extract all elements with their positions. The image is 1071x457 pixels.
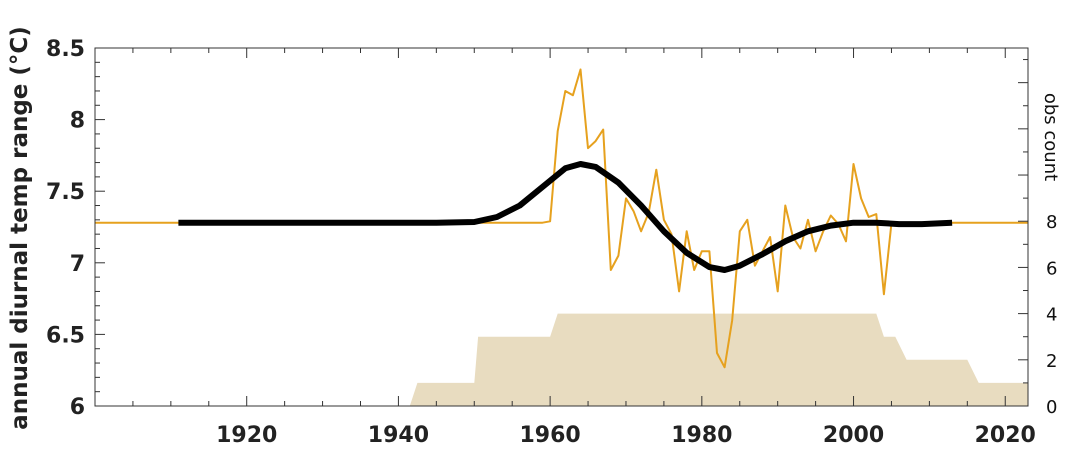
- y2-tick-label: 8: [1046, 212, 1057, 233]
- y-tick-label: 8.5: [46, 37, 85, 62]
- y2-tick-label: 4: [1046, 305, 1057, 326]
- y2-tick-label: 6: [1046, 258, 1057, 279]
- y-tick-label: 6.5: [46, 323, 85, 348]
- x-tick-label: 2020: [975, 423, 1036, 448]
- y-axis-label: annual diurnal temp range (°C): [7, 26, 33, 430]
- smoothed-series-line: [178, 161, 953, 273]
- y2-tick-label: 0: [1046, 397, 1057, 418]
- y2-tick-label: 2: [1046, 351, 1057, 372]
- y-tick-label: 7: [70, 252, 85, 277]
- x-tick-label: 1940: [368, 423, 429, 448]
- x-tick-label: 1980: [671, 423, 732, 448]
- y-tick-label: 7.5: [46, 180, 85, 205]
- x-tick-label: 1920: [216, 423, 277, 448]
- obs-count-area: [95, 313, 1028, 406]
- x-tick-label: 1960: [520, 423, 581, 448]
- y-tick-label: 6: [70, 395, 85, 420]
- axes-layer: [94, 47, 1029, 407]
- y2-axis-label: obs count: [1040, 93, 1061, 181]
- y-tick-label: 8: [70, 109, 85, 134]
- ticks-layer: 1920 1940 1960 1980 2000 2020 6 6.5 7 7.5 8 8.5 0 2 4 6…: [46, 37, 1057, 448]
- plot-frame: [94, 47, 1029, 407]
- obs-count-layer: [95, 313, 1028, 406]
- line-layer: [95, 68, 1028, 369]
- x-tick-label: 2000: [823, 423, 884, 448]
